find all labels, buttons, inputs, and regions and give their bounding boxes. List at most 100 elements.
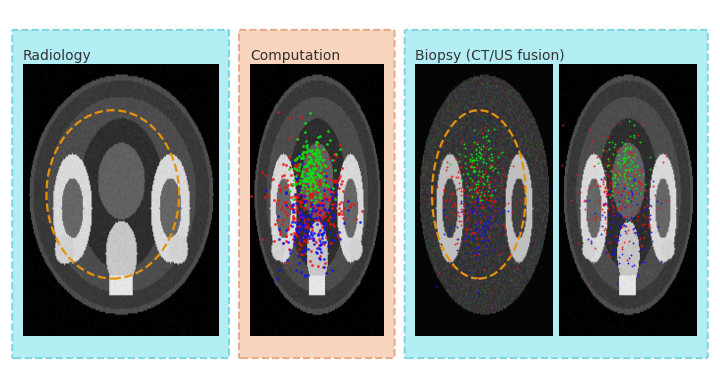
Point bbox=[468, 250, 480, 256]
Point bbox=[292, 155, 303, 161]
Point bbox=[462, 183, 473, 189]
Point bbox=[299, 198, 310, 204]
Point bbox=[605, 168, 616, 174]
Point bbox=[299, 224, 310, 230]
Point bbox=[468, 127, 480, 133]
Point bbox=[294, 220, 306, 226]
Point bbox=[636, 168, 647, 175]
Point bbox=[288, 241, 300, 247]
Point bbox=[485, 192, 497, 198]
Point bbox=[473, 178, 485, 184]
Point bbox=[610, 171, 621, 178]
Point bbox=[308, 161, 320, 167]
Point bbox=[440, 167, 451, 173]
Point bbox=[320, 170, 331, 177]
Point bbox=[492, 207, 504, 213]
Point bbox=[461, 226, 472, 232]
Point bbox=[461, 210, 472, 216]
Point bbox=[467, 184, 478, 190]
Point bbox=[643, 231, 654, 237]
Point bbox=[437, 207, 449, 213]
Point bbox=[293, 164, 305, 170]
Point bbox=[297, 149, 308, 155]
Point bbox=[301, 174, 312, 180]
Point bbox=[631, 232, 643, 238]
Point bbox=[621, 203, 633, 209]
Point bbox=[626, 194, 637, 200]
Point bbox=[598, 201, 610, 207]
Point bbox=[308, 175, 320, 181]
Point bbox=[260, 187, 271, 193]
Point bbox=[320, 234, 331, 240]
Point bbox=[472, 251, 484, 258]
Point bbox=[622, 198, 634, 204]
Point bbox=[299, 256, 310, 262]
Point bbox=[459, 230, 471, 236]
Point bbox=[633, 248, 644, 255]
Point bbox=[631, 217, 643, 223]
Point bbox=[614, 164, 626, 170]
Point bbox=[462, 170, 473, 177]
Point bbox=[467, 230, 478, 236]
Point bbox=[446, 173, 458, 179]
Point bbox=[600, 191, 612, 197]
Point bbox=[470, 219, 482, 225]
Point bbox=[478, 266, 490, 272]
Point bbox=[287, 182, 298, 188]
Point bbox=[320, 196, 332, 202]
Point bbox=[296, 155, 307, 161]
Point bbox=[614, 224, 626, 230]
Point bbox=[311, 245, 323, 251]
Point bbox=[470, 151, 482, 157]
Point bbox=[288, 156, 300, 163]
Point bbox=[290, 206, 302, 212]
Point bbox=[332, 211, 343, 217]
Point bbox=[310, 208, 321, 214]
Point bbox=[644, 223, 656, 230]
Point bbox=[485, 187, 496, 194]
Point bbox=[611, 148, 623, 154]
Text: Radiology: Radiology bbox=[23, 48, 91, 62]
Point bbox=[285, 231, 297, 237]
Point bbox=[605, 194, 616, 200]
Point bbox=[644, 212, 656, 218]
Point bbox=[614, 232, 626, 239]
Point bbox=[475, 146, 487, 152]
Point bbox=[606, 192, 618, 199]
Point bbox=[470, 155, 482, 161]
Point bbox=[601, 163, 613, 169]
Point bbox=[306, 192, 318, 199]
Point bbox=[472, 190, 483, 196]
Point bbox=[317, 213, 328, 220]
Point bbox=[644, 202, 656, 208]
Point bbox=[302, 239, 313, 245]
Point bbox=[481, 128, 492, 134]
Point bbox=[469, 179, 481, 185]
Point bbox=[300, 273, 311, 279]
Point bbox=[464, 156, 475, 163]
Point bbox=[587, 138, 598, 144]
Point bbox=[319, 239, 330, 245]
Point bbox=[308, 237, 320, 243]
Point bbox=[297, 152, 309, 159]
Point bbox=[281, 212, 292, 218]
Point bbox=[624, 175, 636, 181]
Point bbox=[294, 213, 306, 220]
Point bbox=[316, 241, 328, 247]
Point bbox=[505, 209, 517, 215]
Point bbox=[600, 171, 611, 177]
Point bbox=[301, 187, 312, 193]
Point bbox=[280, 233, 292, 239]
Point bbox=[459, 236, 470, 242]
Point bbox=[598, 209, 609, 215]
Point bbox=[621, 144, 632, 151]
Point bbox=[603, 161, 615, 168]
Point bbox=[325, 137, 336, 143]
Point bbox=[597, 223, 608, 230]
Point bbox=[307, 205, 318, 211]
Point bbox=[285, 194, 297, 200]
Point bbox=[488, 126, 500, 132]
Point bbox=[556, 162, 567, 168]
Point bbox=[318, 256, 330, 262]
Point bbox=[606, 188, 618, 194]
